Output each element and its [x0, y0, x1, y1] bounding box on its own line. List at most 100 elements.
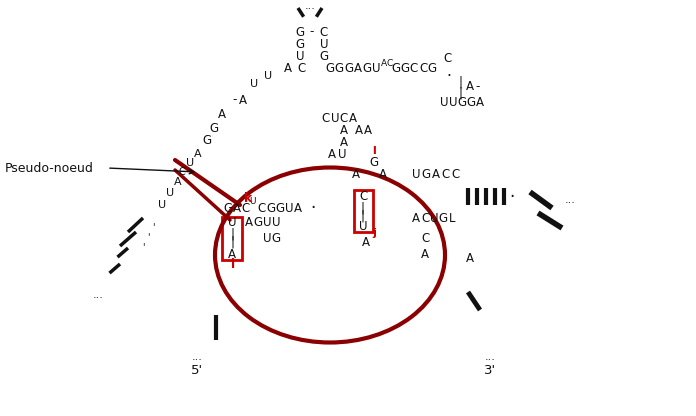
Text: C: C	[441, 168, 449, 181]
Text: U: U	[440, 96, 448, 109]
Text: G: G	[391, 62, 401, 74]
Text: G: G	[345, 62, 354, 74]
Text: U: U	[263, 231, 271, 245]
Text: A: A	[352, 168, 360, 181]
Text: G: G	[427, 62, 436, 74]
Text: C: C	[419, 62, 427, 74]
Text: A: A	[218, 109, 226, 121]
Text: A: A	[294, 201, 302, 215]
Text: C: C	[179, 167, 185, 177]
Text: U: U	[271, 215, 280, 228]
Text: j: j	[372, 228, 376, 238]
Text: U: U	[166, 188, 174, 198]
Text: |: |	[361, 210, 365, 223]
Text: G: G	[457, 96, 466, 109]
Text: -: -	[233, 94, 237, 106]
Text: C: C	[320, 25, 328, 39]
Text: C: C	[421, 211, 429, 225]
Text: G: G	[253, 215, 262, 228]
Text: A: A	[412, 211, 420, 225]
Text: A: A	[476, 96, 484, 109]
Text: A: A	[466, 81, 474, 94]
Text: U: U	[296, 50, 304, 62]
Text: ·: ·	[310, 199, 315, 217]
Text: A: A	[228, 248, 236, 260]
Text: i: i	[231, 258, 235, 272]
Text: A: A	[174, 177, 182, 187]
Text: L: L	[449, 211, 455, 225]
Text: A: A	[364, 124, 372, 136]
Text: U: U	[228, 215, 236, 228]
Text: G: G	[370, 156, 379, 169]
Text: G: G	[363, 62, 372, 74]
Text: C: C	[322, 111, 330, 124]
Text: -: -	[476, 81, 480, 94]
Text: U: U	[263, 215, 271, 228]
Text: C: C	[298, 62, 306, 74]
Text: U: U	[186, 158, 194, 168]
Text: 3': 3'	[484, 364, 496, 376]
Text: ...: ...	[484, 352, 496, 362]
Bar	[222, 217, 242, 260]
Text: G: G	[209, 121, 219, 134]
Text: U: U	[429, 211, 438, 225]
Text: U: U	[319, 37, 329, 50]
Text: ': '	[152, 222, 155, 232]
Text: G: G	[335, 62, 344, 74]
Text: C: C	[359, 190, 367, 203]
Text: G: G	[400, 62, 409, 74]
Text: G: G	[295, 25, 305, 39]
Text: l: l	[372, 146, 376, 156]
Text: A: A	[340, 136, 348, 149]
Text: G: G	[276, 201, 285, 215]
Text: ·: ·	[509, 188, 514, 206]
Text: A: A	[354, 62, 362, 74]
Text: G: G	[438, 211, 448, 225]
Text: G: G	[319, 50, 329, 62]
Text: U: U	[372, 62, 380, 74]
Text: U: U	[250, 79, 258, 89]
Text: U: U	[250, 198, 256, 206]
Text: |: |	[230, 228, 234, 240]
Text: C: C	[340, 111, 348, 124]
Text: A: A	[233, 201, 241, 215]
Text: A: A	[328, 149, 336, 161]
Text: ': '	[142, 242, 144, 252]
Text: A: A	[432, 168, 440, 181]
Text: G: G	[267, 201, 276, 215]
Text: A: A	[466, 252, 474, 265]
Text: U: U	[449, 96, 457, 109]
Text: C: C	[444, 52, 452, 64]
Text: A: A	[355, 124, 363, 136]
Text: C: C	[387, 59, 393, 67]
Text: U: U	[412, 168, 420, 181]
Text: ...: ...	[564, 195, 576, 205]
Text: -: -	[310, 25, 314, 39]
Text: A: A	[340, 124, 348, 136]
Text: 5': 5'	[191, 364, 203, 376]
Text: |: |	[361, 201, 365, 215]
Text: A: A	[362, 235, 370, 248]
Text: A: A	[349, 111, 357, 124]
Text: C: C	[451, 168, 459, 181]
Text: U: U	[264, 71, 272, 81]
Text: A: A	[245, 215, 253, 228]
Text: A: A	[284, 62, 292, 74]
Text: ': '	[147, 232, 149, 242]
Text: ...: ...	[191, 352, 203, 362]
Text: G: G	[295, 37, 305, 50]
Text: G: G	[223, 201, 232, 215]
Text: A: A	[421, 248, 429, 262]
Text: C: C	[421, 231, 429, 245]
Text: ·: ·	[447, 69, 452, 84]
Text: U: U	[285, 201, 293, 215]
Text: A: A	[239, 94, 247, 106]
Text: G: G	[326, 62, 335, 74]
Text: G: G	[203, 134, 212, 148]
Text: |: |	[230, 235, 234, 248]
Text: C: C	[242, 201, 250, 215]
Text: C: C	[258, 201, 266, 215]
Text: A: A	[194, 149, 202, 159]
Text: C: C	[410, 62, 418, 74]
Text: k: k	[244, 191, 252, 205]
